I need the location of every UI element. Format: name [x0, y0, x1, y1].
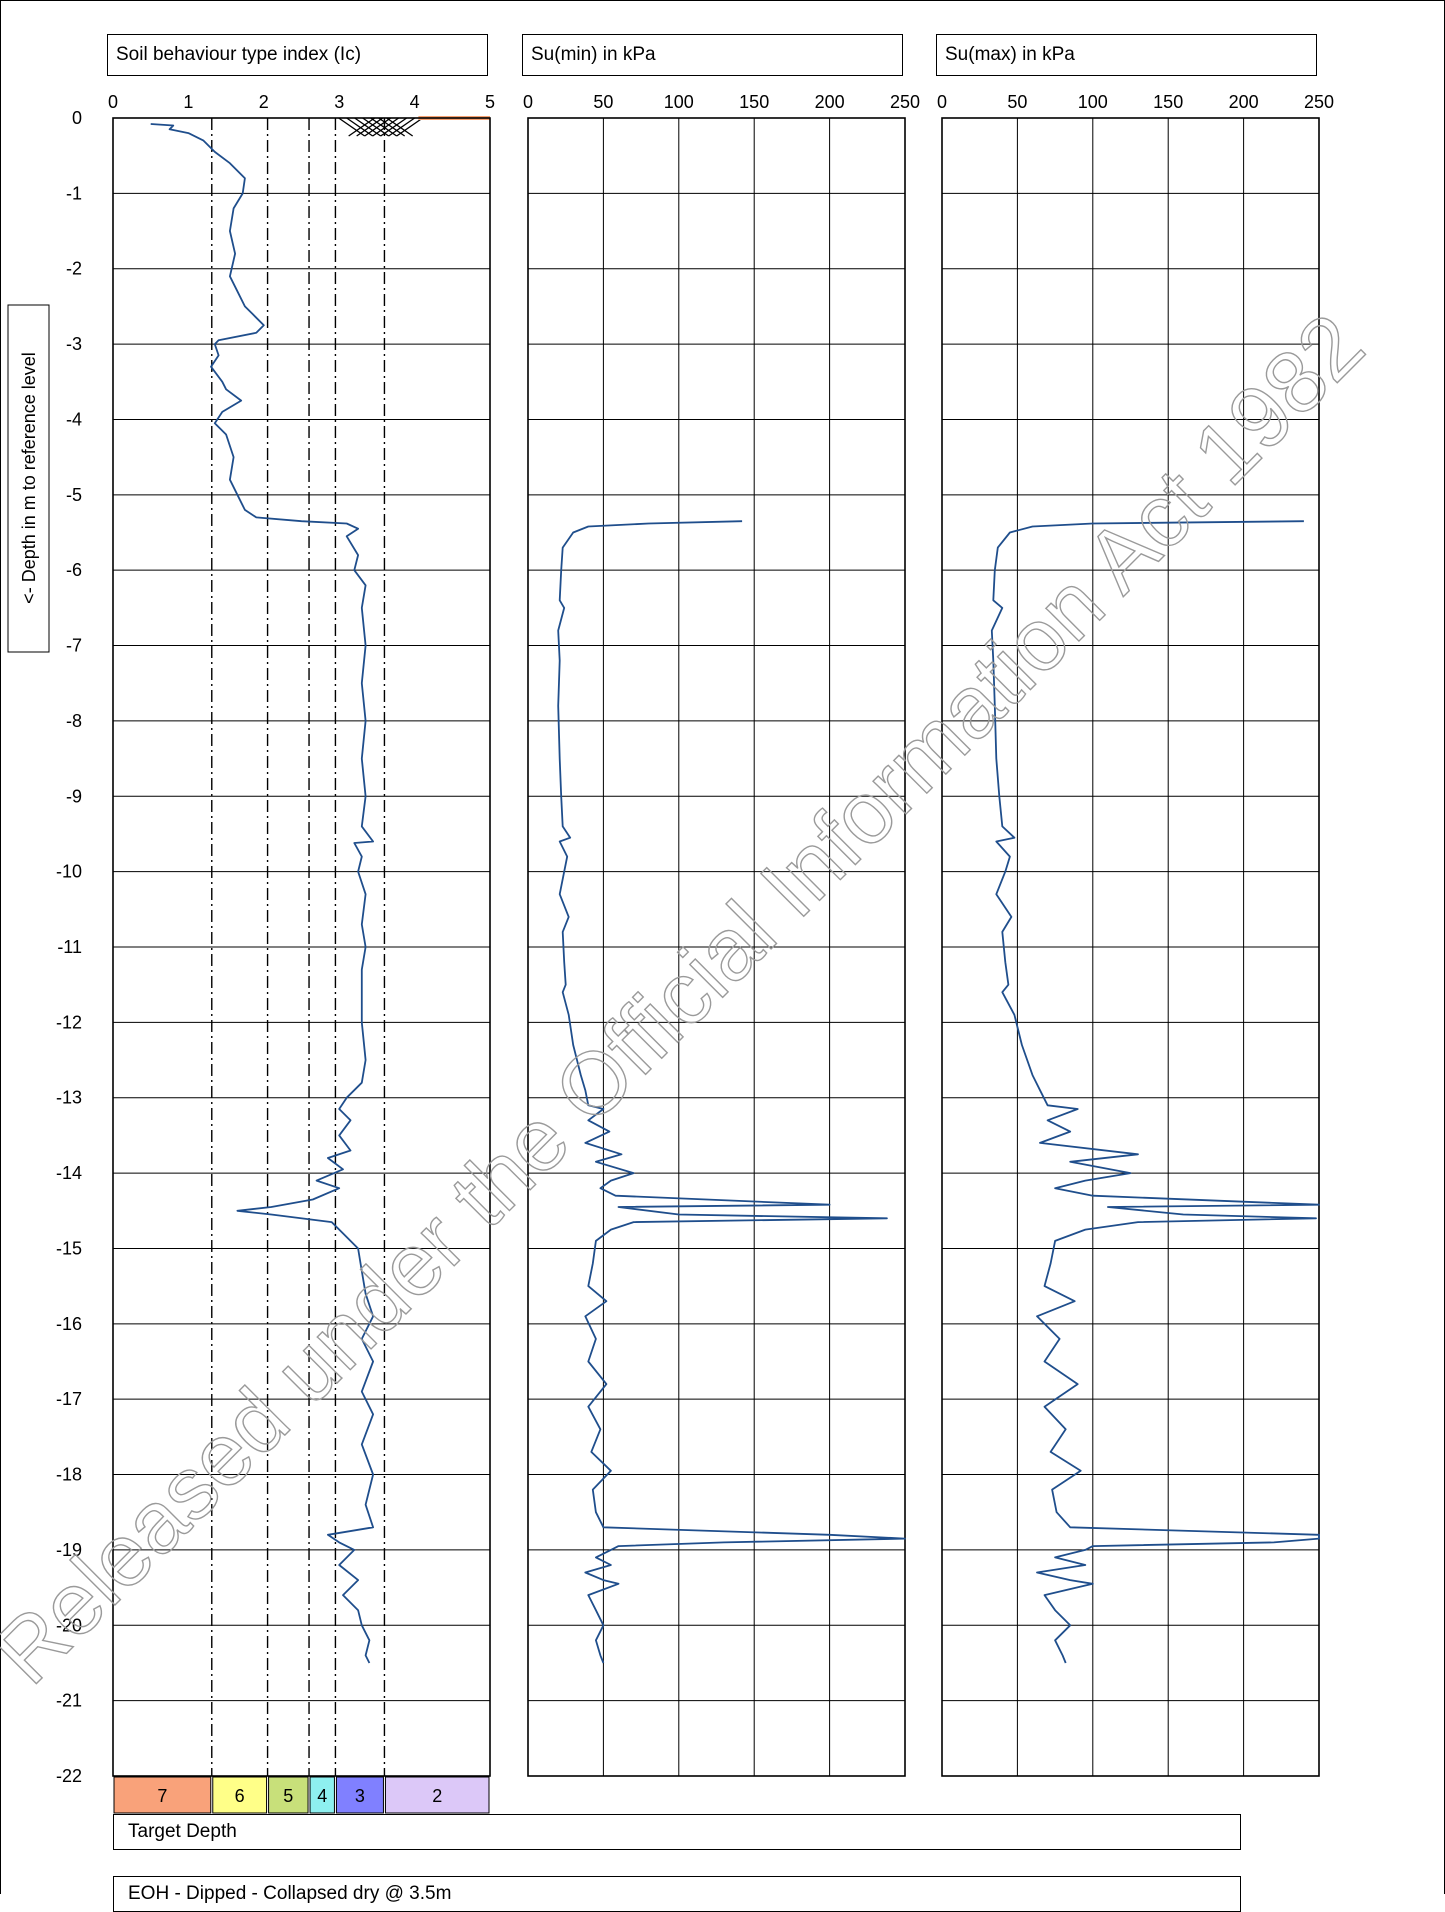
zone-label-7: 7 — [157, 1786, 167, 1806]
surface-hatch — [372, 117, 400, 137]
surface-hatch — [380, 117, 408, 137]
surface-hatch — [386, 117, 414, 137]
sumax-chart-title: Su(max) in kPa — [936, 34, 1317, 76]
chart-panel-1: 0 50 100 150 200 250 — [523, 92, 920, 1777]
chart-panel-0: 0 1 2 3 4 5 0 -1 -2 -3 -4 -5 -6 -7 -8 -9 -10 -11 -12 -13 -14… — [7, 92, 495, 1814]
x-tick-label: 100 — [1078, 92, 1108, 112]
y-tick-label: -22 — [56, 1766, 82, 1786]
series-line-0-0 — [150, 123, 374, 1664]
y-axis-label-box — [7, 304, 50, 653]
y-tick-label: -13 — [56, 1088, 82, 1108]
y-tick-label: -10 — [56, 862, 82, 882]
zone-swatch-4 — [309, 1776, 335, 1814]
zone-swatch-2 — [384, 1776, 490, 1814]
plot-area-border — [527, 117, 906, 1777]
y-tick-label: -11 — [57, 937, 82, 957]
ic-chart-title: Soil behaviour type index (Ic) — [107, 34, 488, 76]
y-tick-label: -18 — [56, 1465, 82, 1485]
x-tick-label: 250 — [1304, 92, 1334, 112]
zone-label-6: 6 — [235, 1786, 245, 1806]
x-tick-label: 0 — [523, 92, 533, 112]
x-tick-label: 200 — [815, 92, 845, 112]
x-tick-label: 2 — [259, 92, 269, 112]
x-tick-label: 50 — [1007, 92, 1027, 112]
y-tick-label: -20 — [56, 1615, 82, 1635]
plot-area-border — [112, 117, 491, 1777]
x-tick-label: 3 — [334, 92, 344, 112]
y-tick-label: -19 — [56, 1540, 82, 1560]
surface-hatch — [388, 117, 416, 137]
series-line-2-0 — [990, 520, 1320, 1664]
eoh-note: EOH - Dipped - Collapsed dry @ 3.5m — [113, 1876, 1241, 1912]
x-tick-label: 4 — [410, 92, 420, 112]
x-tick-label: 5 — [485, 92, 495, 112]
y-tick-label: -3 — [66, 334, 82, 354]
x-tick-label: 200 — [1229, 92, 1259, 112]
x-tick-label: 150 — [1153, 92, 1183, 112]
zone-swatch-5 — [268, 1776, 309, 1814]
x-tick-label: 0 — [937, 92, 947, 112]
surface-hatch — [364, 117, 392, 137]
surface-hatch — [356, 117, 384, 137]
y-tick-label: -2 — [66, 259, 82, 279]
target-depth-note: Target Depth — [113, 1814, 1241, 1850]
y-tick-label: -15 — [56, 1238, 82, 1258]
zone-label-5: 5 — [283, 1786, 293, 1806]
x-tick-label: 250 — [890, 92, 920, 112]
y-tick-label: -16 — [56, 1314, 82, 1334]
y-tick-label: -9 — [66, 786, 82, 806]
sumin-chart-title: Su(min) in kPa — [522, 34, 903, 76]
y-tick-label: -17 — [56, 1389, 82, 1409]
zone-label-3: 3 — [355, 1786, 365, 1806]
surface-hatch — [348, 117, 376, 137]
y-tick-label: -8 — [66, 711, 82, 731]
zone-swatch-6 — [212, 1776, 268, 1814]
x-tick-label: 0 — [108, 92, 118, 112]
y-tick-label: -12 — [56, 1012, 82, 1032]
y-tick-label: -21 — [56, 1691, 82, 1711]
zone-swatch-3 — [335, 1776, 384, 1814]
y-tick-label: -6 — [66, 560, 82, 580]
zone-swatch-7 — [113, 1776, 212, 1814]
y-tick-label: -5 — [66, 485, 82, 505]
y-tick-label: -1 — [66, 183, 82, 203]
y-tick-label: -4 — [66, 409, 82, 429]
plot-area-border — [941, 117, 1320, 1777]
zone-label-2: 2 — [432, 1786, 442, 1806]
x-tick-label: 100 — [664, 92, 694, 112]
x-tick-label: 150 — [739, 92, 769, 112]
x-tick-label: 50 — [593, 92, 613, 112]
series-line-1-0 — [557, 520, 906, 1664]
y-tick-label: 0 — [72, 108, 82, 128]
zone-label-4: 4 — [317, 1786, 327, 1806]
surface-hatch — [396, 117, 424, 137]
y-tick-label: -14 — [56, 1163, 82, 1183]
chart-panel-2: 0 50 100 150 200 250 — [937, 92, 1334, 1777]
y-axis-label: <- Depth in m to reference level — [19, 352, 39, 604]
y-tick-label: -7 — [66, 636, 82, 656]
x-tick-label: 1 — [183, 92, 193, 112]
